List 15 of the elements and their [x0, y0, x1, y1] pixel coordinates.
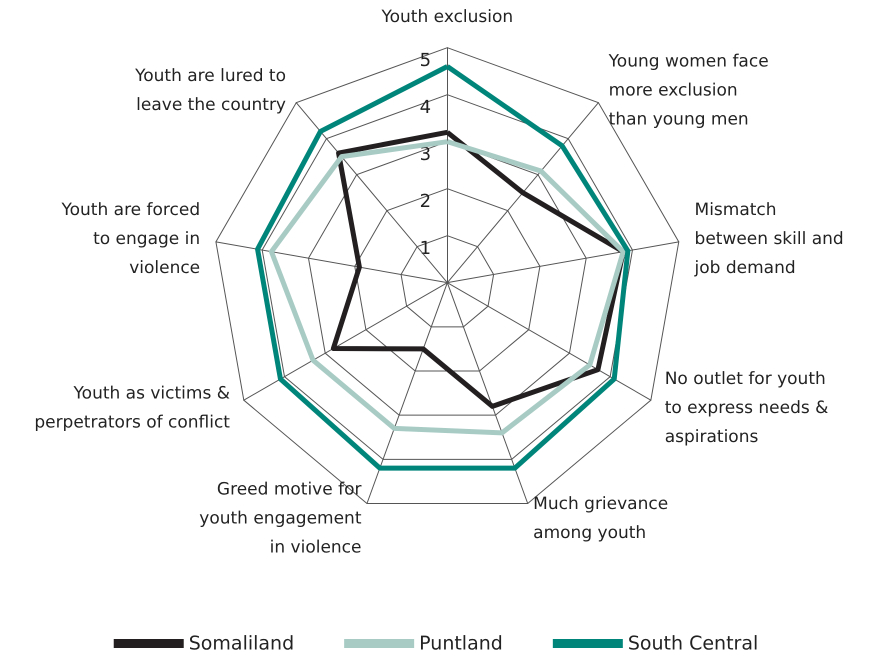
spoke-label: Youth as victims & perpetrators of conflict	[34, 384, 230, 433]
spoke-label: Young women face more exclusion than young men	[608, 51, 769, 130]
y-tick-label: 5	[420, 50, 432, 72]
legend-label: Puntland	[419, 632, 503, 654]
y-tick-label: 4	[420, 97, 432, 118]
y-tick-label: 1	[420, 238, 432, 260]
spoke-label: Much grievance among youth	[533, 494, 668, 544]
y-tick-label: 2	[420, 191, 432, 212]
legend-label: Somaliland	[188, 632, 294, 654]
spoke-label: No outlet for youth to express needs & aspirations	[664, 369, 828, 448]
spoke-label: Youth are lured to leave the country	[134, 66, 286, 115]
spoke-label: Youth exclusion	[380, 7, 514, 28]
spoke-label: Mismatch between skill and job demand	[694, 200, 844, 278]
legend-label: South Central	[628, 632, 758, 654]
spoke-label: Youth are forced to engage in violence	[60, 200, 200, 278]
